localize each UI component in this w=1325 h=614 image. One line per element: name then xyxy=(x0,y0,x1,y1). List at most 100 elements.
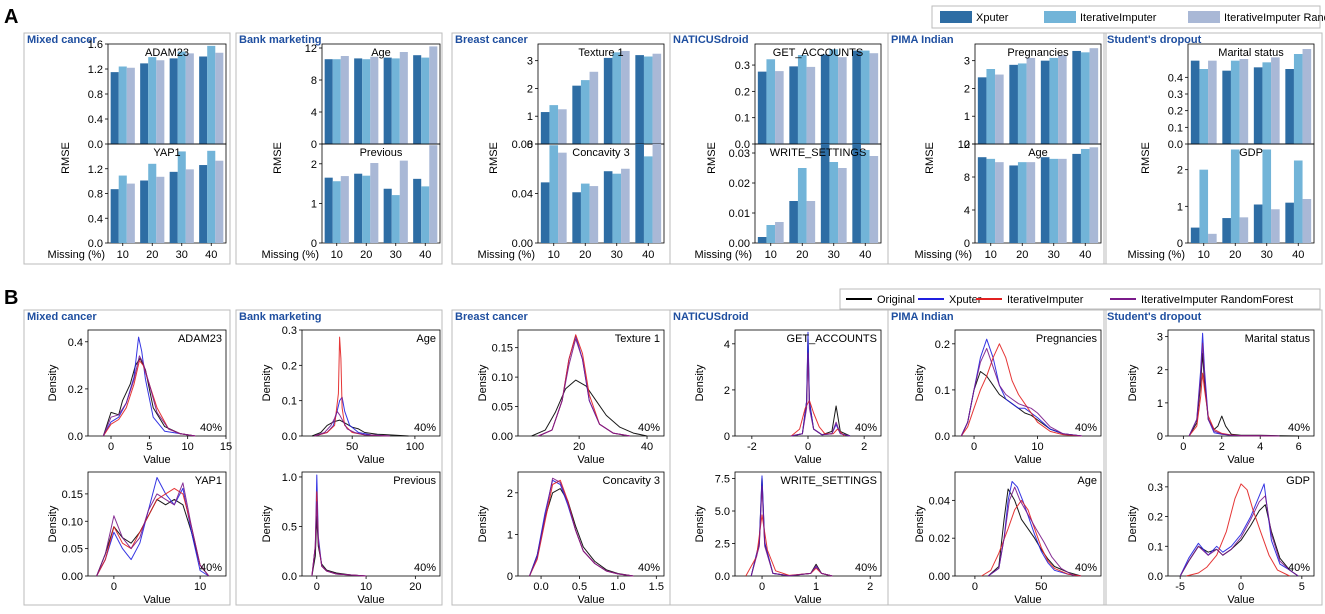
bar-s-xputer-40 xyxy=(1285,69,1294,144)
bar-s-iterativeimputer-10 xyxy=(549,145,559,243)
density-line-s-iterativeimputer-randomforest xyxy=(102,355,196,437)
y-tick-label: 0 xyxy=(964,238,970,250)
bar-s-xputer-40 xyxy=(199,165,208,243)
y-tick-label: 7.5 xyxy=(715,474,730,486)
dataset-title: NATICUSdroid xyxy=(673,311,749,323)
bar-s-xputer-40 xyxy=(1285,202,1294,243)
missing-pct-tag: 40% xyxy=(1075,562,1097,574)
y-tick-label: 0.0 xyxy=(88,139,103,151)
dataset-title: Breast cancer xyxy=(455,311,528,323)
density-line-s-original xyxy=(96,498,210,577)
panel-frame xyxy=(235,309,443,606)
plot-frame xyxy=(517,329,665,437)
density-subplot-bottom: 0.00 0.02 0.04 0 50 Density Value Age 40% xyxy=(914,471,1102,606)
bar-subplot-top: 0 1 2 3 Pregnancies xyxy=(964,43,1102,151)
density-line-s-iterativeimputer xyxy=(981,499,1082,577)
x-tick-label: 0 xyxy=(971,441,977,453)
density-line-s-iterativeimputer-randomforest xyxy=(314,410,390,437)
bar-s-iterativeimputer-randomforest-40 xyxy=(429,46,438,144)
x-tick-label: 0.0 xyxy=(533,581,548,593)
bar-s-xputer-20 xyxy=(1009,64,1018,144)
bar-subplot-top: 0.0 0.1 0.2 0.3 0.4 Marital status xyxy=(1168,43,1315,151)
density-subplot-bottom: 0.0 2.5 5.0 7.5 0 1 2 Density Value WRITE_SETTING… xyxy=(694,471,882,606)
y-axis-label: Density xyxy=(1127,364,1139,401)
y-tick-label: 1.2 xyxy=(88,64,103,76)
bar-s-xputer-30 xyxy=(1040,60,1050,144)
bar-s-iterativeimputer-30 xyxy=(1262,149,1272,243)
bar-s-iterativeimputer-30 xyxy=(1262,62,1272,145)
x-tick-label: 30 xyxy=(611,249,623,261)
y-tick-label: 0.4 xyxy=(1168,72,1183,84)
bar-s-iterativeimputer-randomforest-20 xyxy=(806,201,816,243)
bar-s-xputer-10 xyxy=(757,237,767,243)
x-axis-label: Missing (%) xyxy=(48,249,105,261)
y-tick-label: 0.1 xyxy=(735,113,750,125)
y-tick-label: 0.00 xyxy=(62,571,83,583)
x-axis-label: Value xyxy=(1227,454,1254,466)
bar-s-xputer-20 xyxy=(354,173,363,243)
y-axis-label: RMSE xyxy=(1140,142,1152,174)
bar-s-iterativeimputer-randomforest-30 xyxy=(1271,57,1280,145)
subplot-title: Marital status xyxy=(1218,47,1284,59)
panel-frame xyxy=(23,309,231,606)
bar-s-iterativeimputer-randomforest-40 xyxy=(1302,199,1312,243)
bar-subplot-bottom: 0.00 0.04 0.08 Concavity 3 xyxy=(512,139,665,250)
x-axis-label: Missing (%) xyxy=(695,249,752,261)
bar-s-iterativeimputer-40 xyxy=(643,56,653,144)
x-tick-label: 10 xyxy=(360,581,372,593)
density-panel-4: NATICUSdroid 0 2 4 -2 0 2 Density Value GET_ACCOU… xyxy=(669,309,889,606)
y-tick-label: 0.00 xyxy=(729,238,750,250)
bar-s-xputer-40 xyxy=(635,144,644,243)
bar-s-iterativeimputer-randomforest-30 xyxy=(185,169,194,243)
x-tick-label: 10 xyxy=(1031,441,1043,453)
dataset-title: Mixed cancer xyxy=(27,311,97,323)
bar-subplot-bottom: 0.0 0.4 0.8 1.2 YAP1 xyxy=(88,143,227,250)
subplot-title: GET_ACCOUNTS xyxy=(787,333,877,345)
x-tick-label: 20 xyxy=(579,249,591,261)
bar-s-iterativeimputer-40 xyxy=(860,150,870,243)
density-line-s-iterativeimputer-randomforest xyxy=(1188,342,1280,437)
bar-s-iterativeimputer-30 xyxy=(391,58,400,144)
density-line-s-iterativeimputer xyxy=(311,491,367,577)
bar-s-xputer-40 xyxy=(413,178,422,243)
bar-subplot-top: 0.0 0.1 0.2 0.3 GET_ACCOUNTS xyxy=(735,43,882,151)
y-tick-label: 0.0 xyxy=(88,238,103,250)
legend-label-iterativeimputer: IterativeImputer xyxy=(1007,294,1084,306)
y-tick-label: 0.8 xyxy=(88,89,103,101)
panel-b-label: B xyxy=(4,287,18,309)
bar-s-iterativeimputer-randomforest-40 xyxy=(215,52,224,144)
bar-s-iterativeimputer-randomforest-40 xyxy=(1089,48,1099,144)
y-tick-label: 0 xyxy=(1157,431,1163,443)
bar-s-iterativeimputer-randomforest-10 xyxy=(126,183,135,243)
subplot-title: Marital status xyxy=(1245,333,1311,345)
density-panel-1: Mixed cancer 0.0 0.2 0.4 0 5 10 15 Density Value A… xyxy=(23,309,232,606)
x-tick-label: 1.5 xyxy=(649,581,664,593)
bar-s-iterativeimputer-40 xyxy=(421,57,430,144)
bar-s-iterativeimputer-30 xyxy=(177,51,186,144)
x-tick-label: 50 xyxy=(346,441,358,453)
y-tick-label: 4 xyxy=(311,107,317,119)
x-axis-label: Value xyxy=(577,454,604,466)
bar-s-iterativeimputer-randomforest-30 xyxy=(185,53,194,144)
plot-frame xyxy=(954,329,1102,437)
bar-s-iterativeimputer-40 xyxy=(1293,54,1303,144)
y-tick-label: 0 xyxy=(527,139,533,151)
bar-s-iterativeimputer-randomforest-30 xyxy=(399,52,408,144)
legend-label-xputer: Xputer xyxy=(976,12,1009,24)
x-axis-label: Missing (%) xyxy=(478,249,535,261)
legend-swatch-iterativeimputer-randomforest xyxy=(1188,11,1220,23)
bar-s-xputer-10 xyxy=(757,71,767,144)
subplot-title: YAP1 xyxy=(153,147,180,159)
plot-frame xyxy=(301,471,441,577)
x-tick-label: 20 xyxy=(1016,249,1028,261)
y-tick-label: 1 xyxy=(311,198,317,210)
y-tick-label: 1 xyxy=(527,111,533,123)
y-tick-label: 0 xyxy=(507,571,513,583)
missing-pct-tag: 40% xyxy=(1288,422,1310,434)
x-axis-label: Value xyxy=(794,594,821,606)
subplot-title: Age xyxy=(416,333,436,345)
density-line-s-original xyxy=(311,516,367,577)
panel-a-label: A xyxy=(4,6,18,28)
x-tick-label: 0.5 xyxy=(572,581,587,593)
bar-s-iterativeimputer-40 xyxy=(207,150,216,243)
